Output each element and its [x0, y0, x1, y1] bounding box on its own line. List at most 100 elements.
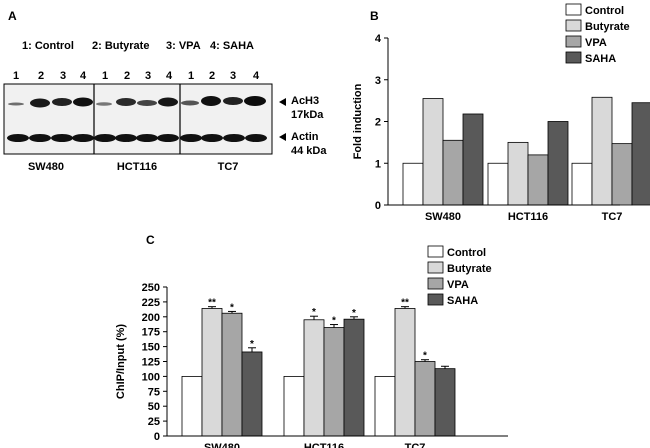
legend-label-vpa: VPA: [585, 37, 607, 49]
band-marker-icon: [279, 133, 286, 141]
lane-number: 3: [230, 70, 236, 82]
bar-sw480-saha: [462, 113, 484, 206]
legend-label-saha: SAHA: [585, 53, 616, 65]
y-tick-label: 1: [375, 158, 381, 170]
bar-tc7-butyrate: [591, 96, 613, 206]
bar-tc7-saha: [631, 102, 650, 206]
legend-swatch-control: [565, 3, 582, 16]
y-axis-label: ChIP/Input (%): [115, 324, 127, 399]
band-size-ach3: 17kDa: [291, 109, 324, 121]
bar-hct116-control: [487, 162, 509, 206]
band-label-ach3: AcH3: [291, 95, 319, 107]
cell-line-label: SW480: [28, 161, 64, 173]
significance-marker: **: [208, 298, 216, 309]
bar-hct116-saha: [547, 121, 569, 206]
cell-line-label: TC7: [218, 161, 239, 173]
significance-marker: *: [423, 351, 427, 362]
bar-tc7-saha: [434, 368, 456, 437]
y-tick-label: 150: [142, 342, 160, 354]
bar-hct116-butyrate: [303, 319, 325, 437]
lane-number: 1: [102, 70, 108, 82]
bar-tc7-control: [374, 375, 396, 437]
y-tick-label: 75: [148, 386, 160, 398]
y-tick-label: 250: [142, 282, 160, 294]
x-category-label: HCT116: [508, 211, 548, 223]
legend-label-control: Control: [585, 5, 624, 17]
legend-swatch-butyrate: [565, 19, 582, 32]
legend-label-vpa: VPA: [447, 279, 469, 291]
panel-b-label: B: [370, 9, 379, 23]
legend-label-control: Control: [447, 247, 486, 259]
lane-number: 2: [38, 70, 44, 82]
lane-number: 1: [13, 70, 19, 82]
y-tick-label: 200: [142, 312, 160, 324]
bar-hct116-saha: [343, 318, 365, 437]
x-category-label: TC7: [405, 442, 426, 448]
y-tick-label: 3: [375, 75, 381, 87]
bar-sw480-vpa: [221, 312, 243, 437]
blot-legend-item-4: 4: SAHA: [210, 40, 254, 52]
significance-marker: *: [312, 307, 316, 318]
legend-swatch-vpa: [427, 277, 444, 290]
bar-tc7-vpa: [414, 361, 436, 437]
lane-number: 4: [166, 70, 173, 82]
bar-hct116-butyrate: [507, 141, 529, 206]
cell-line-label: HCT116: [117, 161, 157, 173]
y-tick-label: 175: [142, 327, 160, 339]
legend-swatch-butyrate: [427, 261, 444, 274]
legend-label-saha: SAHA: [447, 295, 478, 307]
lane-number: 2: [209, 70, 215, 82]
y-tick-label: 4: [375, 33, 382, 45]
bar-sw480-control: [402, 162, 424, 206]
bar-tc7-control: [571, 162, 593, 206]
band-size-actin: 44 kDa: [291, 145, 327, 157]
panel-c-label: C: [146, 233, 155, 247]
bar-hct116-vpa: [527, 154, 549, 206]
band-marker-icon: [279, 98, 286, 106]
x-category-label: SW480: [204, 442, 240, 448]
lane-number: 1: [188, 70, 194, 82]
y-tick-label: 25: [148, 416, 160, 428]
significance-marker: *: [352, 308, 356, 319]
bar-sw480-butyrate: [422, 98, 444, 206]
panel-b-chart: B 0 1 2 3 4 Fold induction SW480 HCT116 TC7 Contr…: [352, 3, 650, 223]
x-category-label: HCT116: [304, 442, 344, 448]
lane-number: 4: [80, 70, 87, 82]
y-tick-label: 225: [142, 297, 160, 309]
panel-c-chart: C 0 25 50 75 100 125 150 175 200 225 250 ChIP/Input…: [115, 233, 508, 448]
bar-sw480-saha: [241, 351, 263, 437]
panel-a: A 1: Control 2: Butyrate 3: VPA 4: SAHA …: [3, 9, 327, 173]
y-tick-label: 2: [375, 117, 381, 129]
panel-a-label: A: [8, 9, 17, 23]
bar-sw480-control: [181, 375, 203, 437]
y-axis-label: Fold induction: [352, 83, 364, 159]
bar-hct116-vpa: [323, 327, 345, 437]
y-tick-label: 125: [142, 357, 160, 369]
significance-marker: *: [332, 316, 336, 327]
bar-tc7-vpa: [611, 143, 633, 206]
legend-swatch-saha: [565, 51, 582, 64]
x-category-label: SW480: [425, 211, 461, 223]
band-label-actin: Actin: [291, 131, 319, 143]
lane-number: 2: [124, 70, 130, 82]
y-tick-label: 100: [142, 371, 160, 383]
legend-swatch-saha: [427, 293, 444, 306]
legend-swatch-vpa: [565, 35, 582, 48]
legend-swatch-control: [427, 245, 444, 258]
legend-label-butyrate: Butyrate: [447, 263, 492, 275]
y-tick-label: 0: [375, 200, 381, 212]
blot-legend-item-2: 2: Butyrate: [92, 40, 149, 52]
lane-number: 4: [253, 70, 260, 82]
bar-sw480-butyrate: [201, 308, 223, 437]
blot-legend-item-3: 3: VPA: [166, 40, 201, 52]
significance-marker: **: [401, 298, 409, 309]
western-blot-image: [3, 83, 273, 155]
legend-label-butyrate: Butyrate: [585, 21, 630, 33]
lane-number: 3: [60, 70, 66, 82]
lane-number: 3: [145, 70, 151, 82]
blot-legend-item-1: 1: Control: [22, 40, 74, 52]
significance-marker: *: [250, 339, 254, 350]
significance-marker: *: [230, 302, 234, 313]
y-tick-label: 0: [154, 431, 160, 443]
